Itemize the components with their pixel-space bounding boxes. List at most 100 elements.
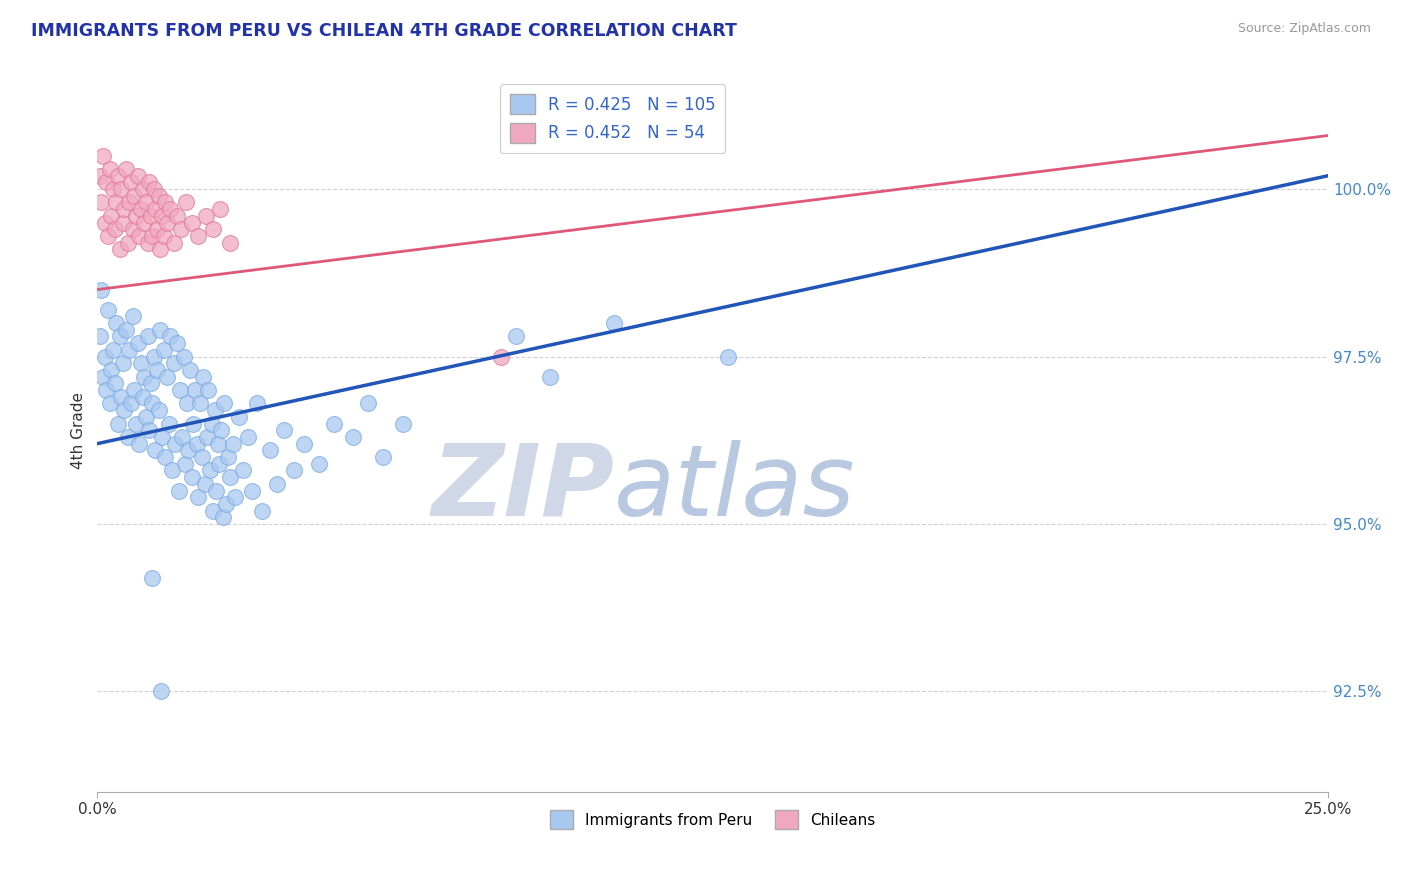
Point <box>148 403 170 417</box>
Point <box>186 436 208 450</box>
Point <box>141 571 163 585</box>
Point <box>100 209 122 223</box>
Point <box>180 470 202 484</box>
Point <box>209 423 232 437</box>
Point <box>188 396 211 410</box>
Point <box>153 343 176 357</box>
Point <box>139 209 162 223</box>
Point <box>538 369 561 384</box>
Point <box>89 169 111 183</box>
Point <box>112 202 135 217</box>
Point <box>149 243 172 257</box>
Point <box>242 483 264 498</box>
Point <box>103 222 125 236</box>
Point <box>145 202 167 217</box>
Point <box>205 483 228 498</box>
Point <box>135 409 157 424</box>
Point <box>200 417 222 431</box>
Point <box>391 417 413 431</box>
Point <box>89 329 111 343</box>
Point <box>112 403 135 417</box>
Point <box>110 390 132 404</box>
Point <box>125 417 148 431</box>
Point <box>163 356 186 370</box>
Point <box>121 310 143 324</box>
Point <box>143 182 166 196</box>
Point <box>138 423 160 437</box>
Point <box>342 430 364 444</box>
Point <box>193 369 215 384</box>
Point <box>273 423 295 437</box>
Point <box>124 188 146 202</box>
Point <box>101 182 124 196</box>
Point <box>166 336 188 351</box>
Point <box>156 216 179 230</box>
Point <box>198 463 221 477</box>
Point <box>156 369 179 384</box>
Point <box>246 396 269 410</box>
Point <box>194 209 217 223</box>
Point <box>138 175 160 189</box>
Text: Source: ZipAtlas.com: Source: ZipAtlas.com <box>1237 22 1371 36</box>
Legend: Immigrants from Peru, Chileans: Immigrants from Peru, Chileans <box>544 804 882 835</box>
Point <box>127 336 149 351</box>
Point <box>145 443 167 458</box>
Point <box>187 490 209 504</box>
Point <box>214 396 236 410</box>
Point <box>212 510 235 524</box>
Point <box>115 323 138 337</box>
Point <box>117 430 139 444</box>
Point <box>124 383 146 397</box>
Point <box>97 229 120 244</box>
Point <box>117 235 139 250</box>
Point <box>266 476 288 491</box>
Point <box>128 229 150 244</box>
Point <box>224 490 246 504</box>
Point <box>489 350 512 364</box>
Point <box>505 329 527 343</box>
Point <box>91 148 114 162</box>
Point <box>173 350 195 364</box>
Point <box>219 235 242 250</box>
Point <box>174 195 197 210</box>
Point <box>90 195 112 210</box>
Point <box>134 369 156 384</box>
Point <box>170 430 193 444</box>
Point <box>105 195 128 210</box>
Point <box>91 369 114 384</box>
Point <box>108 243 131 257</box>
Point <box>120 396 142 410</box>
Point <box>150 684 173 698</box>
Point <box>174 457 197 471</box>
Point <box>155 195 177 210</box>
Point <box>183 417 205 431</box>
Point <box>603 316 626 330</box>
Point <box>100 363 122 377</box>
Point <box>136 329 159 343</box>
Text: atlas: atlas <box>614 440 856 537</box>
Point <box>103 376 125 391</box>
Point <box>209 202 232 217</box>
Point <box>371 450 394 464</box>
Point <box>184 383 207 397</box>
Point <box>98 161 121 176</box>
Point <box>217 450 239 464</box>
Point <box>716 350 738 364</box>
Point <box>236 430 259 444</box>
Point <box>195 430 218 444</box>
Point <box>120 175 142 189</box>
Text: ZIP: ZIP <box>432 440 614 537</box>
Point <box>128 436 150 450</box>
Point <box>129 356 152 370</box>
Point <box>90 283 112 297</box>
Point <box>131 182 153 196</box>
Point <box>110 182 132 196</box>
Point <box>159 202 181 217</box>
Point <box>107 417 129 431</box>
Point <box>176 396 198 410</box>
Point <box>146 222 169 236</box>
Point <box>135 195 157 210</box>
Point <box>166 209 188 223</box>
Point <box>202 222 225 236</box>
Point <box>177 443 200 458</box>
